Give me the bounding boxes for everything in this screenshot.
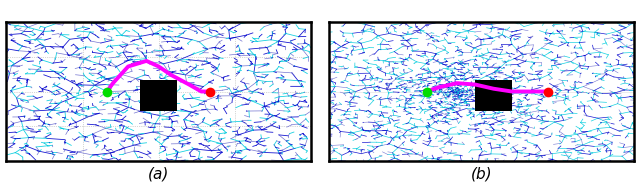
X-axis label: (a): (a) [148,167,170,182]
X-axis label: (b): (b) [470,167,492,182]
Bar [476,80,512,111]
Bar [140,80,177,111]
